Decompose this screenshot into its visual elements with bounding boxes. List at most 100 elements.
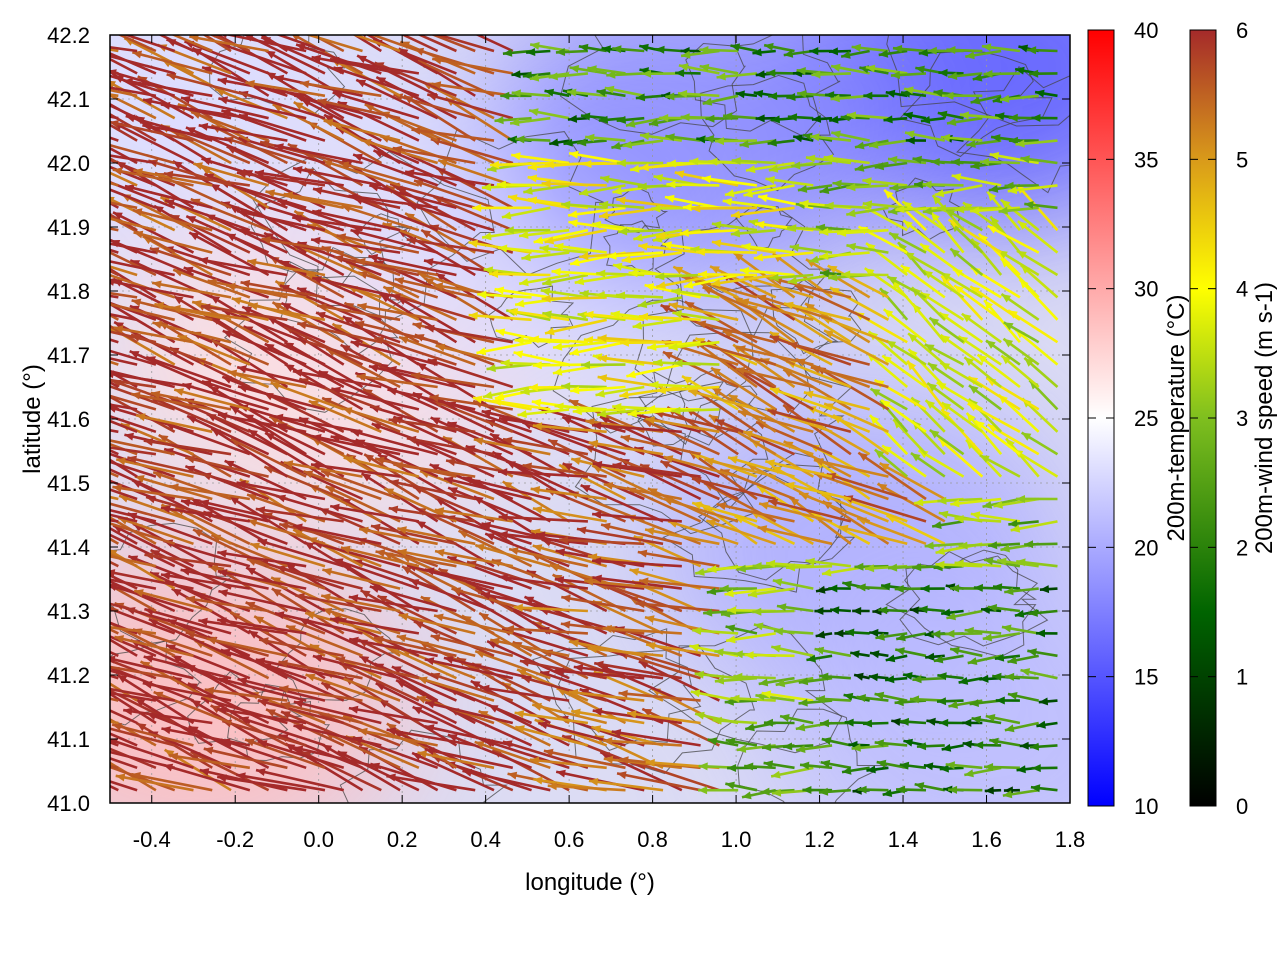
wind-vector: [933, 654, 964, 664]
wind-vector: [711, 386, 777, 433]
contour-line: [770, 279, 862, 355]
wind-vector: [1007, 692, 1039, 702]
wind-vector: [714, 676, 758, 685]
wind-vector: [110, 146, 138, 165]
wind-vector: [770, 115, 795, 124]
wind-vector: [507, 194, 570, 210]
wind-vector: [868, 414, 909, 456]
wind-vector: [110, 669, 138, 680]
wind-vector: [567, 206, 626, 219]
wind-vector: [727, 393, 796, 433]
wind-vector: [735, 345, 814, 366]
wind-vector: [699, 63, 739, 75]
wind-vector: [984, 786, 1002, 795]
wind-vector: [529, 756, 607, 770]
wind-vector: [957, 335, 1002, 366]
wind-vector: [110, 625, 157, 635]
wind-vector: [280, 701, 363, 725]
wind-vector: [739, 298, 814, 322]
wind-vector: [477, 290, 532, 299]
wind-vector: [110, 513, 138, 523]
wind-vector: [329, 616, 420, 635]
wind-vector: [430, 416, 514, 456]
wind-vector: [532, 544, 608, 568]
wind-vector: [753, 251, 814, 262]
wind-vector: [940, 275, 984, 321]
wind-vector: [531, 702, 608, 725]
wind-vector: [203, 746, 288, 770]
wind-vector: [132, 50, 213, 75]
wind-vector: [320, 593, 401, 613]
wind-vector: [424, 747, 514, 770]
wind-vector: [576, 138, 607, 147]
wind-vector: [733, 672, 776, 681]
wind-vector: [368, 364, 457, 389]
wind-vector: [675, 69, 701, 78]
wind-vector: [644, 527, 720, 546]
wind-vector: [752, 48, 776, 57]
wind-vector: [541, 179, 607, 188]
wind-vector: [255, 657, 345, 680]
wind-vector: [876, 759, 908, 770]
wind-vector: [765, 559, 814, 568]
wind-vector: [763, 718, 795, 727]
wind-vector: [217, 77, 307, 98]
wind-vector: [389, 479, 476, 501]
wind-vector: [846, 206, 889, 218]
wind-vector: [881, 354, 927, 389]
wind-vector: [928, 316, 965, 344]
wind-vector: [970, 511, 1021, 523]
wind-vector: [443, 476, 532, 501]
wind-vector: [716, 72, 758, 81]
wind-vector: [110, 764, 119, 770]
wind-vector: [1020, 668, 1058, 680]
wind-vector: [110, 414, 157, 434]
wind-vector: [805, 154, 852, 165]
wind-vector: [935, 560, 983, 569]
wind-vector: [615, 291, 664, 300]
x-tick-label: 1.8: [1055, 827, 1086, 852]
wind-vector: [236, 170, 326, 187]
wind-vector: [710, 366, 777, 411]
wind-vector: [110, 518, 119, 523]
wind-vector: [200, 303, 288, 322]
wind-vector: [979, 454, 1021, 478]
wind-vector: [1016, 495, 1058, 503]
wind-vector: [329, 503, 420, 523]
wind-vector: [163, 170, 251, 187]
wind-vector: [907, 348, 946, 388]
wind-vector: [397, 548, 476, 568]
wind-vector: [356, 373, 438, 389]
wind-vector: [1030, 784, 1058, 793]
wind-vector: [763, 42, 795, 53]
wind-vector: [875, 632, 908, 641]
wind-vector: [110, 93, 157, 120]
wind-vector: [323, 119, 401, 142]
wind-vector: [280, 710, 364, 747]
wind-vector: [854, 139, 889, 150]
wind-vector: [584, 577, 664, 590]
wind-vector: [186, 414, 270, 456]
wind-vector: [874, 448, 909, 478]
wind-vector: [758, 501, 833, 523]
wind-vector: [320, 681, 401, 725]
wind-vector: [236, 772, 326, 792]
wind-vector: [788, 496, 852, 545]
temperature-colorbar-label: 200m-temperature (°C): [1163, 294, 1190, 541]
wind-vector: [375, 75, 458, 120]
wind-vector: [187, 682, 270, 725]
wind-vector: [115, 773, 194, 792]
wind-vector: [794, 284, 871, 321]
wind-vector: [580, 112, 607, 121]
wind-vector: [169, 213, 251, 254]
wind-vector: [1002, 788, 1039, 799]
wind-vector: [523, 184, 570, 195]
wind-vector: [123, 707, 213, 725]
wind-vector: [258, 637, 344, 658]
wind-vector: [598, 200, 645, 210]
wind-vector: [544, 88, 570, 98]
wind-vector: [264, 431, 345, 478]
x-tick-label: 0.6: [554, 827, 585, 852]
wind-vector: [192, 528, 270, 568]
wind-vector: [303, 470, 382, 501]
